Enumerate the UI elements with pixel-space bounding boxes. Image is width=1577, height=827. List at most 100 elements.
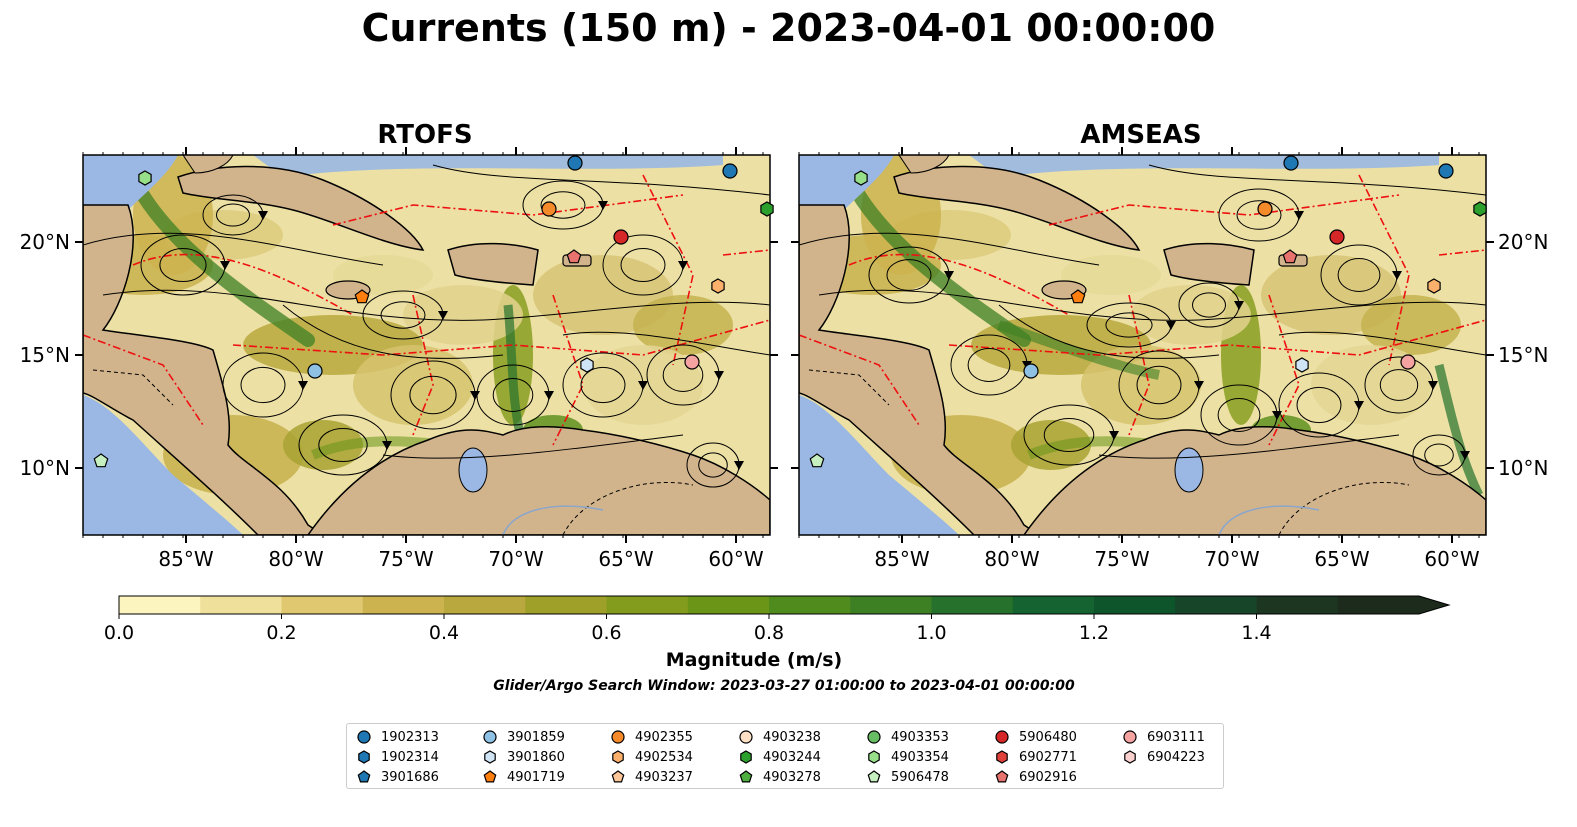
lon-tick-label: 65°W <box>598 547 653 571</box>
float-marker <box>722 163 738 179</box>
hexagon-marker-icon <box>996 750 1008 764</box>
legend-column: 4903353 4903354 5906478 <box>865 727 949 787</box>
legend-column: 6903111 6904223 <box>1121 727 1205 767</box>
pentagon-marker-icon <box>483 770 497 783</box>
legend-label: 6902771 <box>1019 749 1077 765</box>
hexagon-marker-icon <box>358 750 370 764</box>
legend-label: 3901860 <box>507 749 565 765</box>
colorbar-extend-arrow <box>1419 596 1449 614</box>
legend-label: 1902313 <box>381 729 439 745</box>
legend-label: 4903238 <box>763 729 821 745</box>
legend-item: 4903354 <box>865 747 949 767</box>
legend-item: 5906478 <box>865 767 949 787</box>
colorbar-segment <box>687 596 770 614</box>
lat-tick-label: 15°N <box>1498 343 1548 367</box>
rtofs-map-panel <box>82 152 774 538</box>
colorbar-segment <box>931 596 1014 614</box>
circle-marker-icon <box>739 730 753 744</box>
legend-item: 3901859 <box>481 727 565 747</box>
lat-tick-label: 15°N <box>20 343 70 367</box>
legend-label: 5906480 <box>1019 729 1077 745</box>
legend-label: 4902534 <box>635 749 693 765</box>
colorbar-tick-label: 0.6 <box>591 622 621 644</box>
circle-marker-icon <box>611 730 625 744</box>
legend-column: 1902313 1902314 3901686 <box>355 727 439 787</box>
pentagon-marker-icon <box>357 770 371 783</box>
float-marker <box>1070 289 1086 304</box>
lat-tick-label: 20°N <box>20 230 70 254</box>
legend-label: 3901859 <box>507 729 565 745</box>
lon-tick-label: 85°W <box>158 547 213 571</box>
float-marker <box>541 201 557 217</box>
lon-tick-label: 65°W <box>1314 547 1369 571</box>
float-legend: 1902313 1902314 3901686 3901859 3901860 49017… <box>346 723 1224 789</box>
colorbar-tick-label: 1.0 <box>916 622 946 644</box>
legend-column: 4903238 4903244 4903278 <box>737 727 821 787</box>
lon-tick-label: 60°W <box>1424 547 1479 571</box>
colorbar-segment <box>444 596 526 614</box>
pentagon-marker-icon <box>611 770 625 783</box>
legend-item: 6902771 <box>993 747 1077 767</box>
colorbar-segment <box>200 596 282 614</box>
pentagon-marker-icon <box>867 770 881 783</box>
colorbar-segment <box>1175 596 1257 614</box>
lat-tick-label: 20°N <box>1498 230 1548 254</box>
lon-tick-label: 60°W <box>708 547 763 571</box>
colorbar-segment <box>1094 596 1176 614</box>
legend-label: 4903237 <box>635 769 693 785</box>
colorbar-segment <box>1337 596 1420 614</box>
float-marker <box>93 453 109 468</box>
colorbar-label: Magnitude (m/s) <box>665 649 843 671</box>
legend-item: 3901686 <box>355 767 439 787</box>
search-window-note: Glider/Argo Search Window: 2023-03-27 01… <box>493 678 1075 694</box>
circle-marker-icon <box>867 730 881 744</box>
lon-tick-label: 80°W <box>268 547 323 571</box>
lon-tick-label: 80°W <box>984 547 1039 571</box>
hexagon-marker-icon <box>612 750 624 764</box>
legend-column: 3901859 3901860 4901719 <box>481 727 565 787</box>
float-marker <box>1282 249 1298 264</box>
float-marker <box>566 249 582 264</box>
legend-item: 1902313 <box>355 727 439 747</box>
legend-item: 4903353 <box>865 727 949 747</box>
legend-label: 3901686 <box>381 769 439 785</box>
colorbar-tick-label: 0.8 <box>754 622 784 644</box>
lon-tick-label: 75°W <box>378 547 433 571</box>
float-marker <box>138 170 152 186</box>
float-marker <box>854 170 868 186</box>
float-marker <box>1427 278 1441 294</box>
hexagon-marker-icon <box>740 750 752 764</box>
float-marker <box>711 278 725 294</box>
legend-label: 1902314 <box>381 749 439 765</box>
float-marker <box>809 453 825 468</box>
float-marker <box>567 155 583 171</box>
circle-marker-icon <box>357 730 371 744</box>
legend-item: 6903111 <box>1121 727 1205 747</box>
colorbar-tick-label: 1.4 <box>1241 622 1271 644</box>
legend-item: 3901860 <box>481 747 565 767</box>
circle-marker-icon <box>483 730 497 744</box>
legend-column: 4902355 4902534 4903237 <box>609 727 693 787</box>
colorbar-tick-label: 1.2 <box>1079 622 1109 644</box>
legend-item: 4903278 <box>737 767 821 787</box>
colorbar-segment <box>606 596 689 614</box>
colorbar-segment <box>1256 596 1339 614</box>
float-marker <box>1257 201 1273 217</box>
legend-item: 5906480 <box>993 727 1077 747</box>
float-marker <box>1400 354 1416 370</box>
circle-marker-icon <box>995 730 1009 744</box>
legend-item: 4902534 <box>609 747 693 767</box>
legend-item: 4901719 <box>481 767 565 787</box>
colorbar-segment <box>850 596 932 614</box>
colorbar-segment <box>281 596 364 614</box>
colorbar-segment <box>362 596 445 614</box>
lat-tick-label: 10°N <box>1498 456 1548 480</box>
lon-tick-label: 70°W <box>488 547 543 571</box>
lon-tick-label: 75°W <box>1094 547 1149 571</box>
hexagon-marker-icon <box>484 750 496 764</box>
float-marker <box>760 201 774 217</box>
lon-tick-label: 85°W <box>874 547 929 571</box>
panel-title-rtofs: RTOFS <box>377 120 473 150</box>
